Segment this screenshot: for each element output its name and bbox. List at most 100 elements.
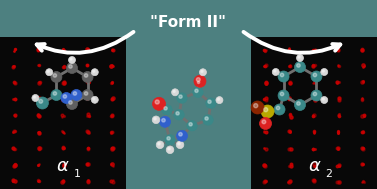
Circle shape [311, 90, 322, 101]
Circle shape [53, 92, 57, 95]
Text: α: α [56, 157, 68, 175]
Circle shape [264, 108, 268, 112]
Circle shape [262, 120, 266, 124]
Circle shape [162, 119, 165, 122]
Circle shape [82, 71, 93, 83]
Circle shape [69, 101, 72, 104]
Bar [251, 37, 377, 189]
Circle shape [158, 143, 160, 145]
Circle shape [91, 69, 98, 76]
Circle shape [47, 70, 49, 72]
FancyArrowPatch shape [244, 32, 340, 53]
Circle shape [208, 100, 211, 103]
Text: α: α [309, 157, 321, 175]
Circle shape [66, 63, 78, 74]
Circle shape [176, 141, 184, 149]
Bar [0, 37, 126, 189]
Circle shape [93, 70, 95, 72]
Circle shape [206, 98, 216, 108]
Circle shape [153, 97, 166, 110]
Circle shape [199, 69, 207, 76]
Circle shape [71, 90, 82, 101]
Circle shape [195, 89, 198, 92]
Circle shape [201, 70, 203, 72]
Circle shape [294, 99, 305, 111]
Text: 1: 1 [74, 169, 81, 179]
Circle shape [259, 118, 271, 129]
Circle shape [172, 89, 179, 96]
Circle shape [91, 96, 98, 103]
Circle shape [39, 99, 43, 103]
Circle shape [164, 107, 167, 110]
Circle shape [313, 73, 317, 77]
Circle shape [70, 58, 72, 60]
Circle shape [178, 143, 180, 145]
Circle shape [82, 90, 93, 101]
Circle shape [313, 92, 317, 96]
Circle shape [156, 141, 164, 149]
Circle shape [251, 101, 264, 114]
Text: "Form II": "Form II" [150, 15, 227, 30]
FancyArrowPatch shape [37, 32, 133, 53]
Circle shape [217, 98, 219, 100]
Circle shape [321, 97, 328, 104]
Circle shape [84, 92, 88, 95]
Circle shape [176, 130, 187, 141]
Circle shape [294, 61, 305, 73]
Circle shape [152, 116, 160, 124]
Circle shape [280, 92, 284, 96]
Circle shape [166, 146, 174, 154]
Circle shape [168, 148, 170, 150]
Circle shape [280, 73, 284, 77]
Circle shape [63, 95, 67, 98]
Circle shape [165, 135, 175, 145]
Circle shape [296, 54, 303, 61]
Circle shape [272, 68, 279, 75]
Circle shape [298, 56, 300, 58]
Text: 2: 2 [325, 169, 332, 179]
Circle shape [174, 110, 184, 120]
Circle shape [32, 94, 39, 101]
Circle shape [179, 132, 182, 136]
Circle shape [322, 98, 324, 100]
Circle shape [37, 97, 48, 109]
Circle shape [189, 123, 192, 126]
Circle shape [84, 74, 88, 77]
Circle shape [173, 90, 175, 92]
Circle shape [177, 93, 187, 103]
Circle shape [193, 87, 203, 98]
Circle shape [203, 115, 213, 125]
Circle shape [205, 117, 208, 120]
Circle shape [274, 104, 285, 115]
Circle shape [274, 70, 276, 72]
Circle shape [155, 100, 159, 104]
Circle shape [33, 96, 35, 98]
Circle shape [51, 90, 62, 101]
Circle shape [254, 104, 258, 108]
Circle shape [311, 71, 322, 82]
Circle shape [93, 98, 95, 100]
Circle shape [66, 98, 78, 109]
Circle shape [176, 112, 179, 115]
Circle shape [196, 80, 203, 87]
Circle shape [261, 105, 274, 118]
Circle shape [276, 106, 280, 110]
Circle shape [278, 90, 289, 101]
Circle shape [194, 75, 206, 87]
Circle shape [198, 81, 200, 84]
Circle shape [73, 92, 77, 95]
Circle shape [51, 71, 62, 83]
Circle shape [179, 95, 182, 98]
Circle shape [46, 69, 53, 76]
Circle shape [278, 71, 289, 82]
Circle shape [61, 92, 72, 104]
Circle shape [297, 102, 300, 105]
Circle shape [69, 65, 72, 68]
Circle shape [322, 70, 324, 72]
Circle shape [154, 118, 156, 120]
Circle shape [159, 116, 170, 127]
Circle shape [321, 68, 328, 75]
Circle shape [53, 74, 57, 77]
Circle shape [69, 57, 75, 64]
Circle shape [167, 137, 170, 140]
